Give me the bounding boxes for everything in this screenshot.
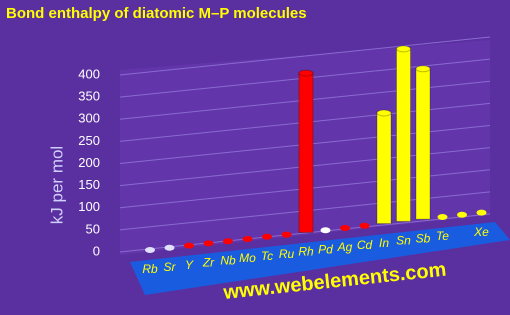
chart-title: Bond enthalpy of diatomic M–P molecules [6, 5, 307, 22]
x-tick-label: Xe [473, 225, 489, 239]
grid-line [119, 36, 491, 76]
x-tick-label: Nb [220, 253, 236, 267]
no-data-dot [262, 233, 272, 240]
bar-top [376, 109, 392, 117]
bar-top [415, 65, 431, 73]
y-axis-label: kJ per mol [47, 146, 66, 224]
no-data-dot [320, 227, 331, 234]
bar-top [396, 45, 411, 53]
y-tick-label: 400 [78, 66, 100, 81]
x-tick-label: Pd [318, 242, 333, 256]
x-tick-label: Rb [142, 262, 158, 276]
floor-platform [130, 222, 510, 295]
y-tick-label: 50 [86, 221, 100, 236]
x-tick-label: Sb [416, 231, 431, 245]
y-tick-label: 0 [93, 243, 100, 258]
bar-top [298, 69, 314, 77]
no-data-dot [242, 236, 253, 242]
no-data-dot [223, 238, 233, 245]
bar [415, 68, 431, 220]
y-tick-label: 100 [78, 199, 100, 214]
no-data-dot [184, 242, 194, 249]
x-tick-label: In [379, 236, 389, 250]
no-data-dot [145, 247, 155, 253]
no-data-dot [203, 240, 214, 247]
bar [298, 72, 314, 233]
no-data-dot [437, 214, 448, 220]
no-data-dot [359, 222, 370, 229]
x-tick-label: Zr [202, 256, 215, 270]
plot-area: 0 50 100 150 200 250 300 350 400 Rb Sr Y Zr Nb Mo Tc Ru R… [78, 36, 491, 276]
no-data-dot [457, 211, 467, 218]
no-data-dot [340, 225, 350, 231]
y-tick-label: 250 [78, 133, 100, 148]
x-tick-label: Ru [279, 247, 295, 261]
x-tick-label: Ag [337, 240, 353, 254]
x-tick-label: Sn [396, 234, 411, 248]
y-tick-label: 200 [78, 155, 100, 170]
y-tick-label: 350 [78, 89, 100, 104]
x-tick-label: Sr [164, 260, 177, 274]
x-tick-label: Y [185, 258, 194, 272]
x-tick-label: Rh [298, 245, 314, 259]
no-data-dot [476, 209, 487, 216]
no-data-dot [281, 231, 292, 238]
y-tick-label: 150 [78, 177, 100, 192]
x-tick-label: Te [436, 229, 449, 243]
grid-line [119, 213, 491, 253]
bar [396, 48, 411, 222]
x-tick-label: Tc [261, 249, 273, 263]
x-tick-label: Mo [239, 251, 256, 265]
no-data-dot [164, 244, 175, 251]
y-tick-label: 300 [78, 111, 100, 126]
bar [376, 112, 392, 225]
x-tick-label: Cd [357, 238, 373, 252]
